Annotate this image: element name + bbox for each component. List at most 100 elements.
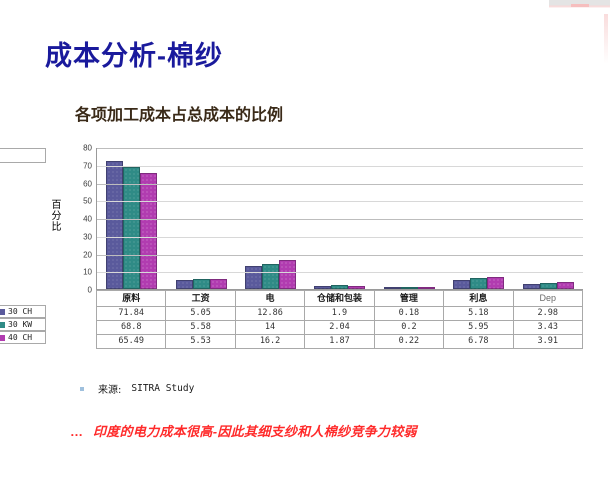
bar <box>192 279 210 289</box>
data-cell: 65.49 <box>95 334 167 349</box>
gridline <box>97 148 583 149</box>
data-cell: 71.84 <box>95 306 167 321</box>
data-cell: 12.86 <box>234 306 306 321</box>
bar <box>262 264 280 289</box>
bar <box>331 285 349 289</box>
bar <box>314 285 332 289</box>
table-row: 68.8 5.58 14 2.04 0.2 5.95 3.43 <box>95 320 584 335</box>
legend-label: 30 CH <box>8 307 33 316</box>
bar <box>106 161 124 289</box>
source-label: 来源: <box>98 385 122 396</box>
bar <box>383 287 401 289</box>
legend-swatch <box>0 334 5 341</box>
category-header-cell: 原料 <box>95 290 167 307</box>
bar <box>470 278 488 289</box>
y-axis-tick: 20 <box>83 250 92 259</box>
bar <box>123 166 141 289</box>
data-cell: 3.91 <box>512 334 584 349</box>
data-cell: 1.9 <box>304 306 375 321</box>
legend-label: 40 CH <box>8 333 33 342</box>
category-header-cell: Dep <box>512 290 584 307</box>
artifact-red-bar <box>571 4 589 7</box>
gridline <box>97 272 583 274</box>
data-cell: 5.58 <box>165 320 236 335</box>
gridline <box>97 236 583 238</box>
category-header-cell: 利息 <box>443 290 514 307</box>
chart-data-table: 原料 工资电仓储和包装 管理 利息 Dep 71.84 5.05 12.86 1.9 0.18 5.… <box>95 290 584 349</box>
table-row: 65.49 5.53 16.2 1.87 0.22 6.78 3.91 <box>95 334 584 349</box>
bar-group <box>236 148 305 289</box>
category-header-cell: 电 <box>234 290 306 307</box>
bar-group <box>166 148 235 289</box>
bar <box>209 279 227 289</box>
legend-item: 40 CH <box>0 331 46 344</box>
table-row: 原料 工资电仓储和包装 管理 利息 Dep <box>95 290 584 307</box>
data-cell: 0.22 <box>373 334 445 349</box>
category-header-cell: 工资 <box>165 290 236 307</box>
data-cell: 5.53 <box>165 334 236 349</box>
y-axis-tick: 60 <box>83 179 92 188</box>
data-cell: 5.18 <box>443 306 514 321</box>
table-row: 71.84 5.05 12.86 1.9 0.18 5.18 2.98 <box>95 306 584 321</box>
legend-label: 30 KW <box>8 320 33 329</box>
footnote-dots: … <box>70 424 85 439</box>
bar <box>245 266 263 289</box>
bar <box>556 282 574 289</box>
chart-data-table-body: 原料 工资电仓储和包装 管理 利息 Dep 71.84 5.05 12.86 1.9 0.18 5.… <box>95 290 584 349</box>
legend-swatch <box>0 308 5 315</box>
bar <box>279 260 297 289</box>
legend-item: 30 KW <box>0 318 46 331</box>
bar <box>175 280 193 289</box>
bar <box>487 276 505 289</box>
bullet-icon <box>80 386 84 391</box>
y-axis-tick: 10 <box>83 267 92 277</box>
source-value: SITRA Study <box>131 383 195 394</box>
y-axis-label: 百分比 <box>51 200 62 233</box>
bar <box>417 287 435 289</box>
page-subtitle: 各项加工成本占总成本的比例 <box>75 107 284 124</box>
gridline <box>97 201 583 203</box>
category-header-cell: 管理 <box>373 290 445 307</box>
gridline <box>97 183 583 185</box>
data-cell: 14 <box>234 320 306 335</box>
bar-group <box>444 148 513 289</box>
data-cell: 5.95 <box>443 320 514 335</box>
gridline <box>97 165 583 167</box>
page-title: 成本分析-棉纱 <box>45 41 223 71</box>
bar <box>453 279 471 289</box>
data-cell: 2.98 <box>512 306 584 321</box>
y-axis-tick: 40 <box>83 214 92 224</box>
data-cell: 5.05 <box>165 306 236 321</box>
top-right-artifact <box>549 0 610 14</box>
bar-group <box>305 148 374 289</box>
data-cell: 0.18 <box>373 306 445 321</box>
category-header-cell: 仓储和包装 <box>304 290 375 307</box>
y-axis-tick: 70 <box>83 161 92 171</box>
data-cell: 6.78 <box>443 334 514 349</box>
bar-group <box>514 148 583 289</box>
footnote: … 印度的电力成本很高-因此其细支纱和人棉纱竞争力较弱 <box>70 421 417 440</box>
bar-group <box>375 148 444 289</box>
bar <box>400 287 418 289</box>
data-cell: 3.43 <box>512 320 584 335</box>
data-cell: 0.2 <box>373 320 445 335</box>
bar <box>348 285 366 289</box>
y-axis-tick: 80 <box>83 143 92 153</box>
footnote-text: 印度的电力成本很高-因此其细支纱和人棉纱竞争力较弱 <box>93 424 417 439</box>
legend-item: 30 CH <box>0 305 46 318</box>
y-axis-tick: 50 <box>83 196 92 206</box>
y-axis-tick: 30 <box>83 232 92 242</box>
source-note: 来源: SITRA Study <box>80 381 194 396</box>
gridline <box>97 219 583 220</box>
legend-swatch <box>0 321 5 328</box>
bar <box>539 282 557 289</box>
data-cell: 1.87 <box>304 334 375 349</box>
right-edge-artifact <box>604 14 608 64</box>
cost-breakdown-chart: 百分比 80 70 60 50 40 30 20 10 0 原料 工资电仓储和包装 管理 利息 Dep 7… <box>0 144 584 363</box>
data-cell: 2.04 <box>304 320 375 335</box>
table-corner-blank <box>0 148 46 163</box>
plot-area <box>96 148 583 290</box>
y-axis-tick: 0 <box>87 285 92 295</box>
data-cell: 16.2 <box>234 334 306 349</box>
